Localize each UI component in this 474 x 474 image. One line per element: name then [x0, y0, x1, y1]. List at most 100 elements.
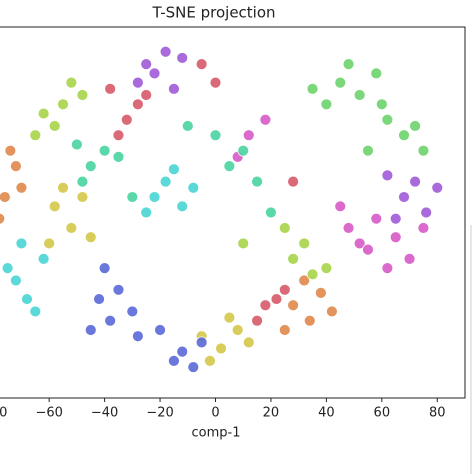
point: [270, 293, 283, 305]
point: [148, 67, 161, 80]
point: [154, 324, 166, 336]
point: [320, 262, 333, 275]
point: [237, 144, 250, 157]
x-tick-label: 80: [429, 406, 446, 421]
point: [140, 206, 153, 219]
point: [9, 274, 22, 287]
point: [29, 129, 42, 142]
point: [326, 305, 338, 318]
point: [204, 354, 216, 367]
point: [314, 286, 327, 299]
x-tick-label: 20: [263, 406, 280, 421]
point: [398, 129, 410, 142]
point: [370, 212, 383, 225]
point: [389, 212, 402, 225]
point: [1, 262, 14, 275]
point: [303, 314, 316, 327]
point: [131, 330, 144, 343]
point: [57, 98, 69, 111]
point: [420, 206, 433, 219]
point: [231, 324, 244, 336]
point: [57, 181, 69, 194]
point: [242, 129, 255, 142]
point: [287, 252, 300, 265]
x-axis-label: comp-1: [192, 426, 241, 441]
point: [84, 160, 97, 173]
point: [342, 222, 355, 234]
point: [403, 252, 416, 265]
x-tick-label: 0: [211, 406, 219, 421]
point: [65, 222, 78, 234]
point: [98, 144, 111, 157]
point: [65, 76, 78, 89]
point: [21, 293, 33, 305]
point: [187, 361, 200, 373]
point: [43, 237, 56, 250]
point: [298, 237, 311, 250]
axes-frame: [0, 26, 466, 399]
point: [126, 191, 139, 203]
point: [168, 354, 180, 367]
point: [181, 120, 194, 132]
point: [320, 98, 333, 111]
point: [417, 222, 430, 234]
point: [353, 89, 366, 101]
point: [84, 324, 97, 336]
point: [140, 89, 153, 101]
x-tick-label: 40: [318, 406, 335, 421]
point: [4, 144, 17, 157]
point: [223, 160, 236, 173]
point: [131, 98, 144, 111]
point: [176, 52, 189, 64]
x-tick-label: −20: [146, 406, 173, 421]
point: [120, 113, 133, 126]
point: [29, 305, 42, 318]
point: [76, 191, 89, 203]
point: [37, 107, 50, 120]
point: [381, 113, 394, 126]
point: [176, 200, 189, 213]
point: [0, 212, 6, 225]
point: [0, 191, 11, 203]
point: [126, 305, 139, 318]
point: [242, 336, 255, 349]
point: [251, 175, 263, 188]
point: [112, 150, 125, 163]
point: [375, 98, 388, 111]
point: [215, 342, 227, 355]
point: [287, 299, 300, 312]
point: [70, 138, 83, 151]
point: [187, 181, 200, 194]
point: [9, 160, 22, 173]
point: [48, 120, 61, 132]
point: [168, 82, 180, 95]
point: [306, 268, 319, 281]
point: [76, 175, 89, 188]
point: [15, 237, 28, 250]
point: [195, 58, 208, 70]
point: [334, 76, 347, 89]
point: [278, 324, 291, 336]
point: [362, 144, 374, 157]
point: [362, 243, 374, 256]
point: [409, 175, 422, 188]
point: [112, 129, 125, 142]
point: [148, 191, 161, 203]
point: [131, 76, 144, 89]
point: [84, 231, 97, 244]
point: [259, 113, 272, 126]
point: [15, 181, 28, 194]
point: [370, 67, 383, 80]
point: [278, 283, 291, 296]
point: [389, 231, 402, 244]
point: [409, 120, 422, 132]
point: [265, 206, 277, 219]
point: [278, 222, 291, 234]
point: [353, 237, 366, 250]
point: [48, 200, 61, 213]
point: [417, 144, 430, 157]
point: [159, 175, 172, 188]
point: [98, 262, 111, 275]
point: [159, 45, 172, 58]
point: [298, 274, 311, 287]
